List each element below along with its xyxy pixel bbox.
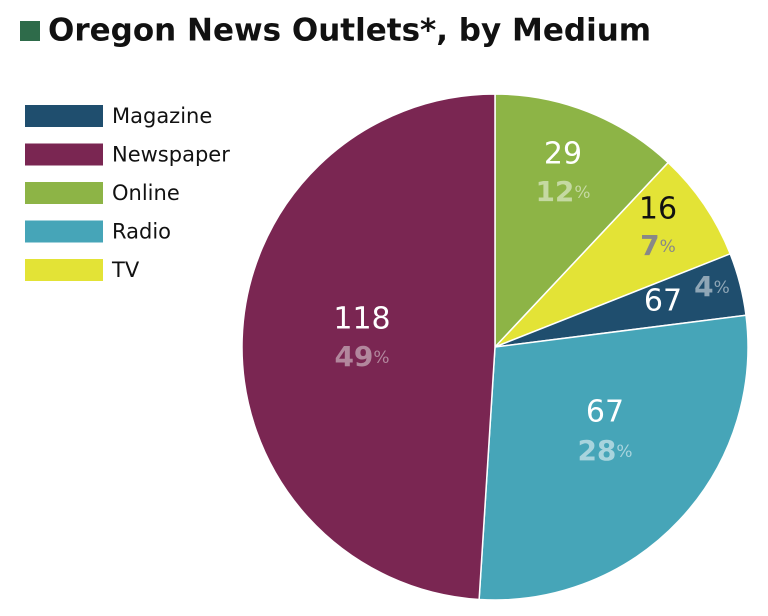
count-label: 118: [333, 302, 390, 337]
percent-label: 28%: [577, 434, 632, 467]
pie-slice: [494, 161, 732, 348]
pie-slice: [494, 93, 670, 349]
legend-label: Magazine: [112, 104, 212, 128]
count-label: 67: [644, 284, 682, 319]
pie-slice: [478, 314, 749, 601]
count-label: 29: [544, 137, 582, 172]
legend-label: Newspaper: [112, 143, 230, 167]
title-marker: [20, 21, 40, 41]
percent-label: 49%: [334, 340, 389, 373]
legend-label: Radio: [112, 220, 171, 244]
pie-slice: [241, 93, 496, 601]
legend-swatch: [25, 105, 103, 127]
percent-label: 12%: [535, 175, 590, 208]
legend-swatch: [25, 143, 103, 166]
legend-label: TV: [111, 258, 140, 282]
chart-title: Oregon News Outlets*, by Medium: [48, 13, 651, 49]
legend-label: Online: [112, 181, 180, 205]
percent-label: 7%: [640, 229, 676, 262]
legend-swatch: [25, 182, 103, 204]
count-label: 67: [586, 395, 624, 430]
percent-label: 4%: [694, 270, 730, 303]
legend-swatch: [25, 259, 103, 281]
count-label: 16: [639, 192, 677, 227]
legend-swatch: [25, 220, 103, 243]
